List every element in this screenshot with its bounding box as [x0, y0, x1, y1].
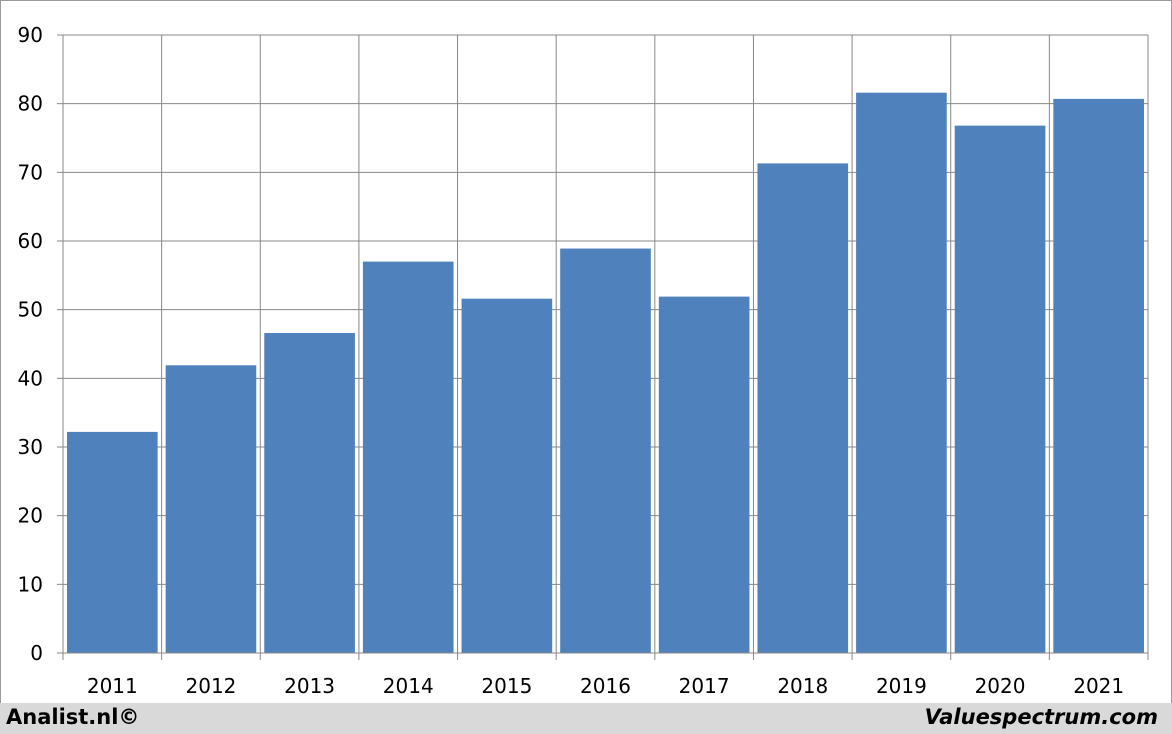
bar-2015 [461, 298, 553, 653]
x-tick-label: 2017 [679, 674, 730, 698]
x-tick-labels: 2011 2012 2013 2014 2015 2016 2017 2018 2019 2020… [87, 674, 1124, 698]
bar-2021 [1053, 98, 1144, 654]
bar-chart: 0 10 20 30 40 50 60 70 80 90 2011 2012 2013 2014 2015… [18, 23, 1149, 698]
x-tick-label: 2014 [383, 674, 434, 698]
chart-frame: 0 10 20 30 40 50 60 70 80 90 2011 2012 2013 2014 2015… [0, 0, 1172, 704]
y-tick-label: 80 [18, 92, 43, 116]
bars [67, 92, 1144, 654]
x-tick-label: 2021 [1073, 674, 1124, 698]
bar-2017 [658, 296, 750, 653]
y-tick-label: 50 [18, 298, 43, 322]
x-tick-label: 2012 [186, 674, 237, 698]
bar-2018 [757, 163, 849, 653]
bar-2012 [165, 365, 257, 653]
footer-bar: Analist.nl© Valuespectrum.com [0, 703, 1172, 734]
bar-2011 [67, 431, 158, 653]
footer-source-left: Analist.nl© [6, 705, 140, 729]
y-tick-labels: 0 10 20 30 40 50 60 70 80 90 [18, 23, 43, 665]
y-tick-label: 90 [18, 23, 43, 47]
x-tick-label: 2018 [777, 674, 828, 698]
x-tick-label: 2020 [975, 674, 1026, 698]
x-tick-label: 2019 [876, 674, 927, 698]
y-tick-label: 10 [18, 572, 43, 596]
y-tick-label: 30 [18, 435, 43, 459]
y-tick-label: 60 [18, 229, 43, 253]
y-tick-label: 40 [18, 366, 43, 390]
bar-2020 [954, 125, 1046, 653]
bar-2016 [560, 248, 651, 653]
bar-2019 [856, 92, 947, 654]
bar-2014 [362, 261, 454, 653]
x-tick-label: 2015 [481, 674, 532, 698]
x-tick-label: 2013 [284, 674, 335, 698]
y-tick-label: 70 [18, 160, 43, 184]
footer-source-right: Valuespectrum.com [924, 705, 1158, 729]
y-tick-label: 20 [18, 504, 43, 528]
x-tick-label: 2016 [580, 674, 631, 698]
x-tick-label: 2011 [87, 674, 138, 698]
y-tick-label: 0 [30, 641, 43, 665]
bar-2013 [264, 333, 355, 653]
axes [57, 34, 1149, 660]
